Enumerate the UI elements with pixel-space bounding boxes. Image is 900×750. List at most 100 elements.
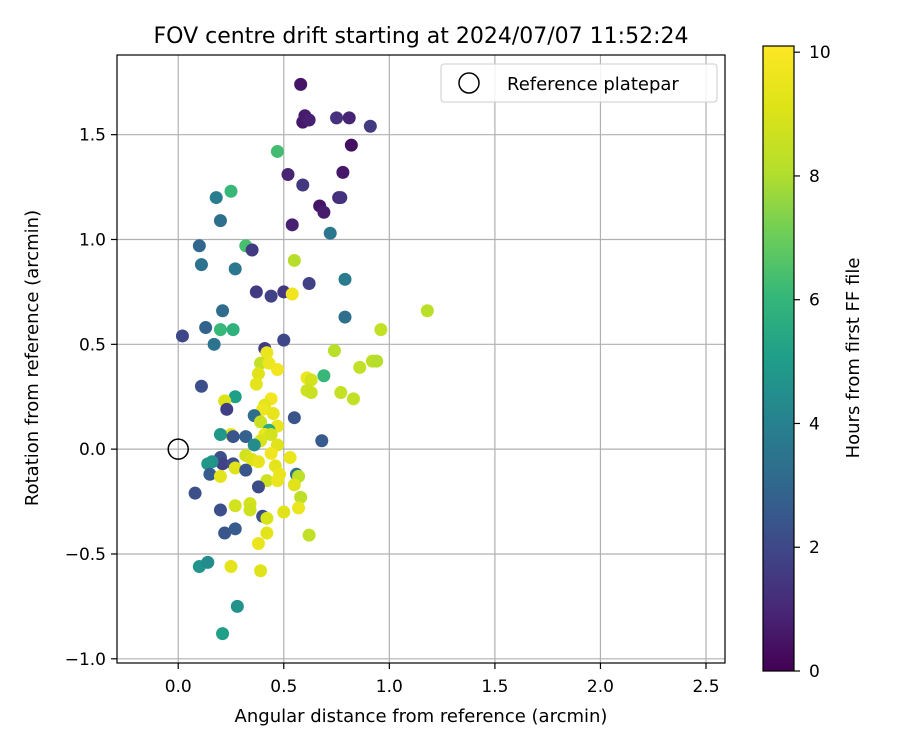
data-point — [266, 407, 280, 421]
data-point — [216, 457, 230, 471]
data-point — [260, 526, 274, 540]
data-point — [277, 333, 291, 347]
data-point — [317, 205, 331, 219]
data-point — [285, 218, 299, 232]
data-point — [292, 501, 306, 515]
data-point — [218, 526, 232, 540]
data-point — [294, 490, 308, 504]
data-point — [199, 321, 213, 335]
data-point — [353, 360, 367, 374]
y-axis-ticks: −1.0 −0.5 0.0 0.5 1.0 1.5 — [65, 126, 117, 670]
reference-platepar-marker — [167, 438, 189, 460]
data-point — [194, 379, 208, 393]
data-point — [294, 77, 308, 91]
legend-box — [440, 63, 718, 103]
y-axis-label: Rotation from reference (arcmin) — [22, 210, 43, 506]
colorbar-tick-label: 0 — [809, 662, 820, 682]
data-point — [296, 178, 310, 192]
data-point — [420, 304, 434, 318]
data-point — [224, 560, 238, 574]
data-point — [260, 511, 274, 525]
data-point — [338, 272, 352, 286]
y-tick-label: 0.5 — [79, 335, 106, 355]
data-point — [285, 287, 299, 301]
data-point — [226, 430, 240, 444]
data-point — [251, 367, 265, 381]
colorbar-ticks: 0 2 4 6 8 10 — [794, 43, 831, 682]
data-point — [201, 555, 215, 569]
x-tick-label: 1.0 — [376, 677, 403, 697]
data-point — [213, 469, 227, 483]
x-tick-label: 1.5 — [481, 677, 508, 697]
colorbar-label: Hours from first FF file — [843, 258, 864, 459]
data-point — [216, 627, 230, 641]
data-point — [216, 304, 230, 318]
data-point — [239, 430, 253, 444]
data-point — [330, 111, 344, 125]
data-point — [254, 415, 268, 429]
data-point — [245, 243, 259, 257]
x-tick-label: 2.5 — [692, 677, 719, 697]
data-point — [323, 226, 337, 240]
data-point — [203, 467, 217, 481]
data-point — [334, 386, 348, 400]
data-point — [228, 262, 242, 276]
x-tick-label: 2.0 — [587, 677, 614, 697]
data-point — [188, 486, 202, 500]
data-point — [213, 427, 227, 441]
data-point — [270, 362, 284, 376]
data-point — [230, 599, 244, 613]
legend-reference-icon — [458, 72, 480, 94]
data-point — [338, 310, 352, 324]
data-point — [302, 113, 316, 127]
data-point — [192, 239, 206, 253]
data-point — [304, 386, 318, 400]
data-point — [317, 369, 331, 383]
data-point — [243, 503, 257, 517]
data-point — [334, 191, 348, 205]
data-point — [346, 392, 360, 406]
data-point — [363, 119, 377, 133]
data-point — [249, 377, 263, 391]
x-axis-label: Angular distance from reference (arcmin) — [235, 706, 608, 727]
y-tick-label: 0.0 — [79, 440, 106, 460]
data-point — [254, 564, 268, 578]
data-point — [228, 522, 242, 536]
data-point — [213, 503, 227, 517]
data-point — [283, 451, 297, 465]
legend: Reference platepar — [440, 63, 718, 103]
data-point — [213, 214, 227, 228]
data-point — [209, 191, 223, 205]
data-point — [302, 277, 316, 291]
data-point — [304, 373, 318, 387]
data-point — [239, 463, 253, 477]
plot-frame — [116, 54, 726, 664]
data-point — [277, 505, 291, 519]
colorbar-tick-label: 8 — [809, 167, 820, 187]
colorbar-tick-label: 6 — [809, 291, 820, 311]
data-point — [270, 474, 284, 488]
data-point — [228, 390, 242, 404]
chart-title: FOV centre drift starting at 2024/07/07 … — [154, 24, 689, 49]
legend-entry-reference: Reference platepar — [507, 74, 679, 95]
data-point — [344, 138, 358, 152]
y-tick-label: 1.0 — [79, 230, 106, 250]
colorbar-tick-label: 2 — [809, 538, 820, 558]
data-point — [264, 427, 278, 441]
data-point — [249, 285, 263, 299]
data-point — [327, 344, 341, 358]
data-point — [220, 402, 234, 416]
data-point — [287, 253, 301, 267]
data-point — [264, 289, 278, 303]
data-point — [207, 337, 221, 351]
data-points — [175, 77, 434, 641]
data-point — [213, 323, 227, 337]
data-point — [287, 478, 301, 492]
x-tick-label: 0.0 — [165, 677, 192, 697]
data-point — [224, 184, 238, 198]
data-point — [251, 455, 265, 469]
x-axis-ticks: 0.0 0.5 1.0 1.5 2.0 2.5 — [165, 663, 720, 697]
colorbar-gradient — [762, 45, 795, 672]
data-point — [370, 354, 384, 368]
